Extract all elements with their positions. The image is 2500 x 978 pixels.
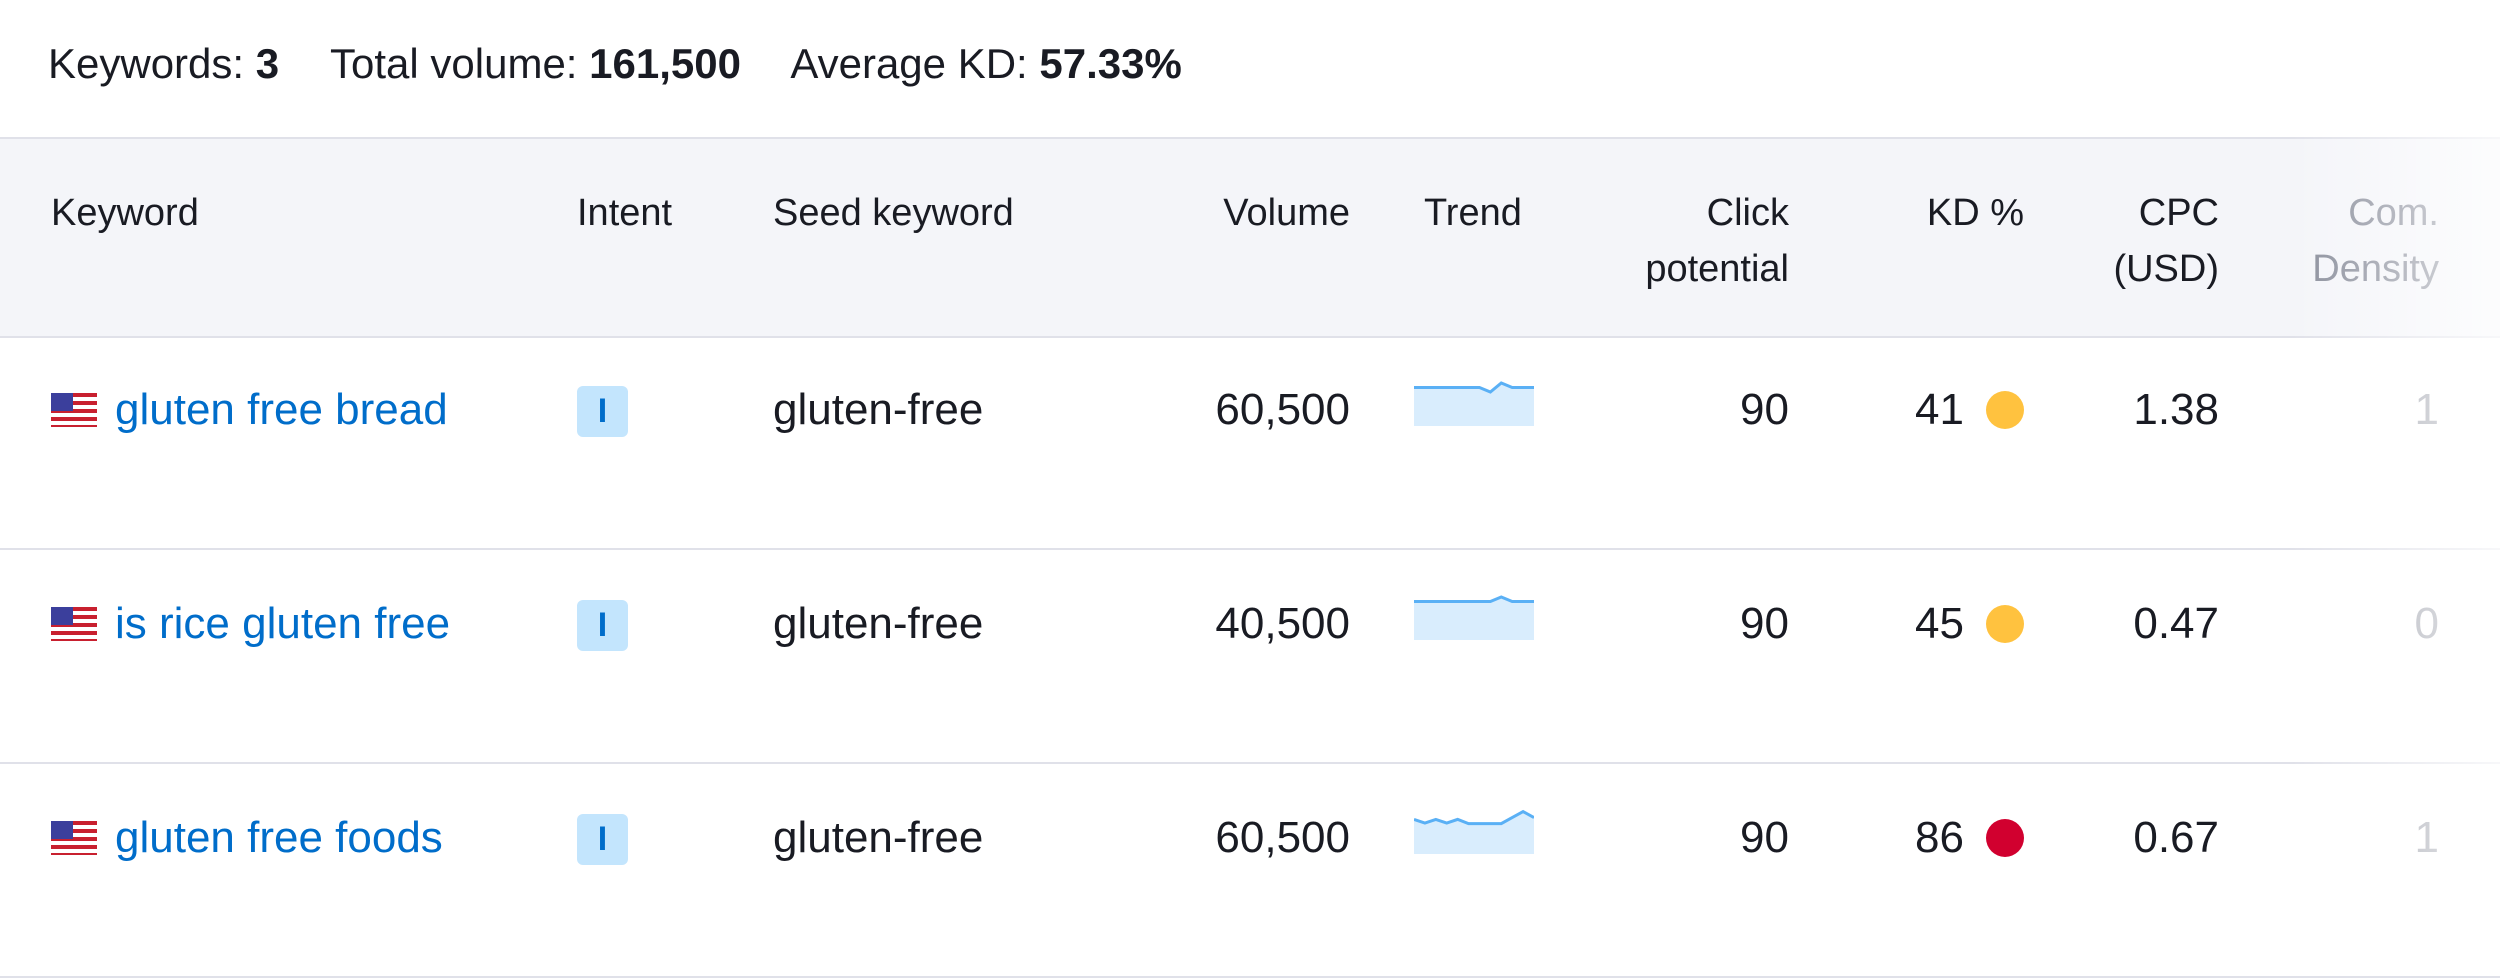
summary-bar: Keywords: 3 Total volume: 161,500 Averag… <box>48 40 1222 88</box>
keywords-count: Keywords: 3 <box>48 40 280 87</box>
click-potential: 90 <box>1740 813 1789 862</box>
kd-indicator-dot <box>1986 605 2024 643</box>
seed-keyword: gluten-free <box>773 385 984 434</box>
trend-area <box>1414 383 1534 426</box>
keyword-cell: is rice gluten free <box>51 596 450 652</box>
kd-indicator-dot <box>1986 819 2024 857</box>
trend-line <box>1414 595 1534 603</box>
click-potential: 90 <box>1740 385 1789 434</box>
cpc: 0.67 <box>2133 813 2219 862</box>
kd-value: 45 <box>1915 599 1964 648</box>
trend-line <box>1414 381 1534 394</box>
keyword-cell: gluten free bread <box>51 382 448 438</box>
volume: 60,500 <box>1215 385 1350 434</box>
cpc: 0.47 <box>2133 599 2219 648</box>
column-cpc[interactable]: CPC (USD) <box>2113 192 2219 290</box>
table-header: Keyword Intent Seed keyword Volume Trend… <box>0 137 2500 338</box>
com-density: 1 <box>2414 813 2439 862</box>
us-flag-icon <box>51 393 97 427</box>
cpc: 1.38 <box>2133 385 2219 434</box>
us-flag-icon <box>51 821 97 855</box>
keyword-cell: gluten free foods <box>51 810 443 866</box>
seed-keyword: gluten-free <box>773 599 984 648</box>
column-kd[interactable]: KD % <box>1926 192 2024 234</box>
trend-area <box>1414 597 1534 640</box>
total-volume: Total volume: 161,500 <box>330 40 741 87</box>
com-density: 0 <box>2414 599 2439 648</box>
column-volume[interactable]: Volume <box>1223 192 1350 234</box>
kd-value: 41 <box>1915 385 1964 434</box>
keyword-link[interactable]: is rice gluten free <box>115 599 451 648</box>
volume: 40,500 <box>1215 599 1350 648</box>
table-row: is rice gluten free I gluten-free 40,500… <box>0 550 2500 764</box>
trend-area <box>1414 811 1534 854</box>
average-kd: Average KD: 57.33% <box>790 40 1182 87</box>
trend-sparkline <box>1414 809 1534 854</box>
table-row: gluten free bread I gluten-free 60,500 9… <box>0 336 2500 550</box>
keyword-link[interactable]: gluten free bread <box>115 385 448 434</box>
kd-cell: 86 <box>1915 810 2024 866</box>
us-flag-icon <box>51 607 97 641</box>
kd-cell: 45 <box>1915 596 2024 652</box>
kd-cell: 41 <box>1915 382 2024 438</box>
column-com-density[interactable]: Com. Density <box>2312 192 2439 290</box>
com-density: 1 <box>2414 385 2439 434</box>
intent-badge[interactable]: I <box>577 600 628 651</box>
column-trend[interactable]: Trend <box>1424 192 1522 234</box>
column-keyword[interactable]: Keyword <box>51 192 199 234</box>
column-intent[interactable]: Intent <box>577 192 673 234</box>
seed-keyword: gluten-free <box>773 813 984 862</box>
volume: 60,500 <box>1215 813 1350 862</box>
table-row: gluten free foods I gluten-free 60,500 9… <box>0 764 2500 978</box>
kd-value: 86 <box>1915 813 1964 862</box>
trend-sparkline <box>1414 381 1534 426</box>
kd-indicator-dot <box>1986 391 2024 429</box>
trend-line <box>1414 809 1534 826</box>
column-click-potential[interactable]: Click potential <box>1645 192 1789 290</box>
intent-badge[interactable]: I <box>577 386 628 437</box>
trend-sparkline <box>1414 595 1534 640</box>
click-potential: 90 <box>1740 599 1789 648</box>
column-seed-keyword[interactable]: Seed keyword <box>773 192 1014 234</box>
keyword-link[interactable]: gluten free foods <box>115 813 443 862</box>
intent-badge[interactable]: I <box>577 814 628 865</box>
